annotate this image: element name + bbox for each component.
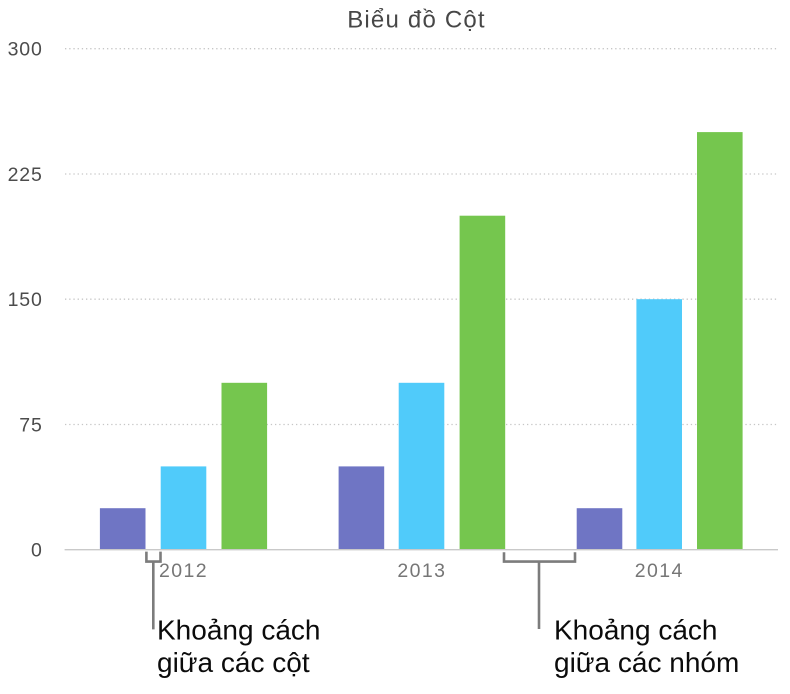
- svg-text:300: 300: [8, 39, 43, 61]
- svg-text:2014: 2014: [635, 560, 684, 582]
- svg-text:150: 150: [8, 289, 43, 311]
- svg-text:giữa các nhóm: giữa các nhóm: [554, 647, 739, 678]
- svg-text:Khoảng cách: Khoảng cách: [157, 615, 320, 646]
- svg-text:2013: 2013: [397, 560, 446, 582]
- svg-text:75: 75: [19, 414, 42, 436]
- svg-text:2012: 2012: [159, 560, 208, 582]
- svg-text:225: 225: [8, 164, 43, 186]
- svg-text:Biểu đồ Cột: Biểu đồ Cột: [347, 6, 486, 33]
- svg-text:0: 0: [31, 540, 43, 562]
- svg-text:giữa các cột: giữa các cột: [157, 647, 310, 678]
- svg-text:Khoảng cách: Khoảng cách: [554, 615, 717, 646]
